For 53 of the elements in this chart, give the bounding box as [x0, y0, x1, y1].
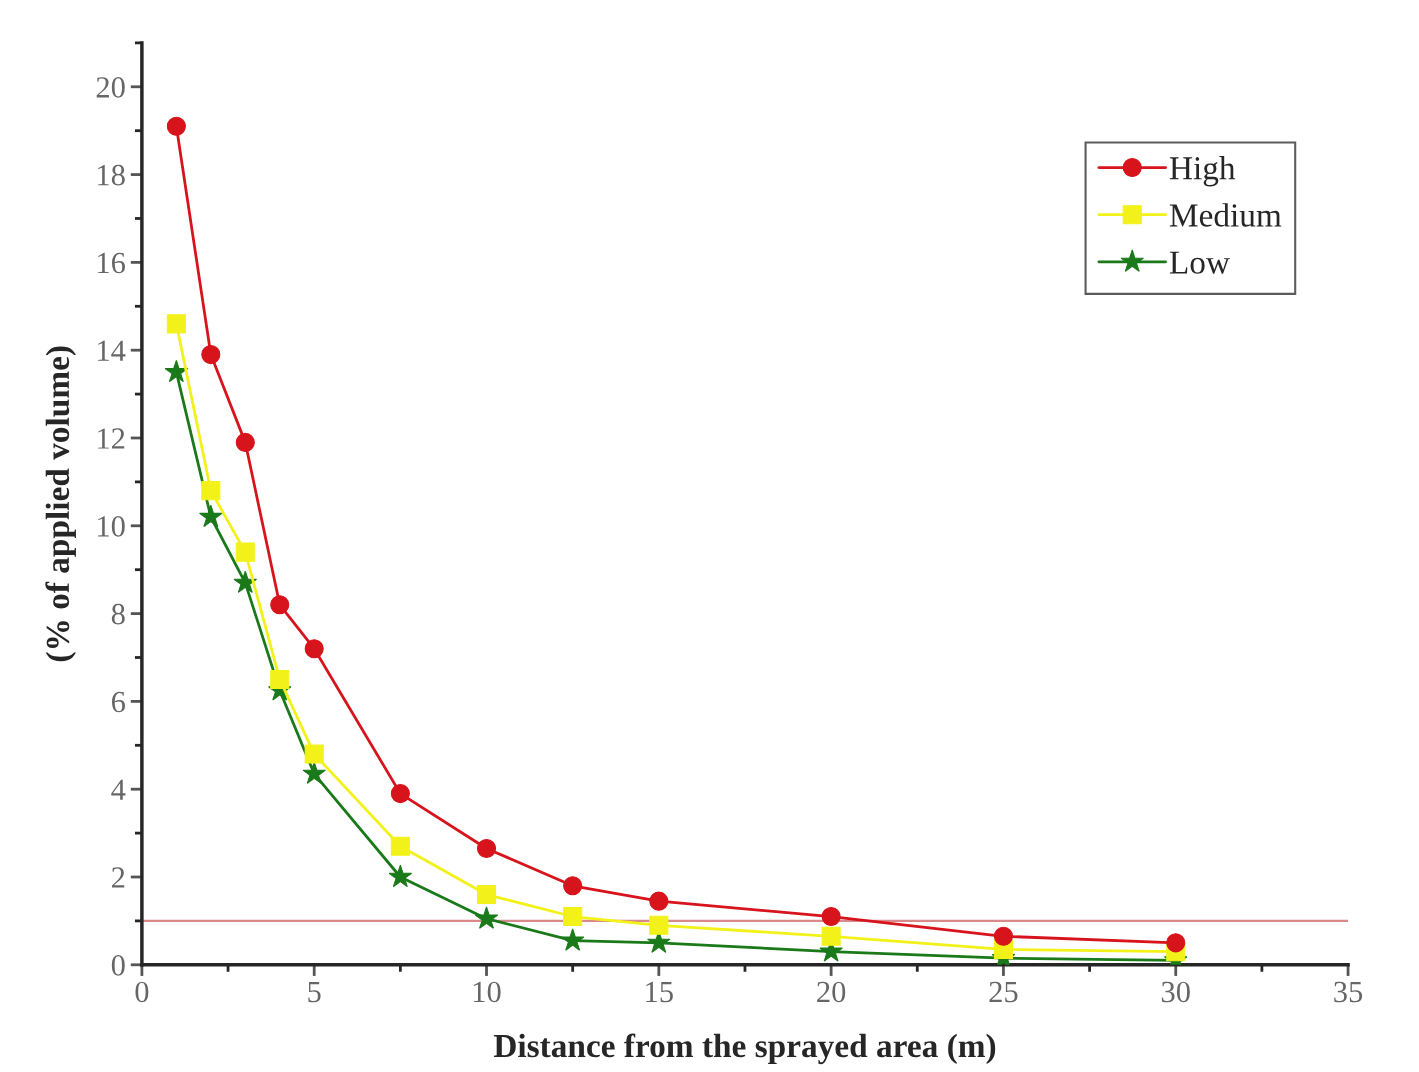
legend-label: Medium: [1169, 203, 1282, 227]
y-tick-label: 18: [98, 164, 125, 186]
point: [233, 570, 258, 593]
point: [821, 926, 841, 946]
y-tick-label: 12: [98, 428, 125, 449]
point: [302, 761, 326, 784]
point: [993, 926, 1013, 946]
point: [304, 639, 324, 659]
y-tick-label: 14: [98, 340, 126, 361]
y-tick-label: 4: [111, 779, 126, 800]
y-tick-label: 10: [98, 516, 125, 537]
point: [474, 906, 499, 929]
point: [390, 836, 410, 856]
point: [270, 595, 290, 615]
x-axis-title: Distance from the sprayed area (m): [493, 1033, 996, 1065]
point: [649, 891, 669, 911]
point: [166, 116, 186, 136]
y-tick-label: 20: [96, 77, 125, 98]
point: [1166, 933, 1186, 953]
y-tick-label: 16: [98, 252, 126, 274]
point: [201, 345, 221, 365]
y-tick-label: 6: [111, 691, 126, 713]
y-tick-label: 2: [111, 867, 125, 888]
y-tick-label: 8: [111, 603, 125, 625]
x-tick-label: 20: [817, 981, 846, 1003]
point: [270, 669, 290, 689]
x-tick-label: 15: [646, 981, 673, 1003]
legend-label: Low: [1169, 251, 1230, 274]
point: [390, 784, 410, 804]
x-tick-label: 25: [989, 981, 1018, 1003]
point: [235, 542, 255, 562]
x-tick-label: 0: [135, 981, 149, 1003]
y-axis-title: (% of applied volume): [45, 346, 76, 662]
point: [476, 885, 497, 905]
legend-label: High: [1169, 156, 1236, 187]
point: [201, 481, 221, 501]
point: [164, 359, 189, 383]
x-tick-label: 5: [308, 981, 321, 1003]
point: [563, 906, 583, 927]
point: [476, 838, 497, 859]
point: [821, 906, 841, 927]
point: [563, 876, 583, 896]
point: [166, 314, 186, 334]
y-tick-label: 0: [111, 955, 125, 976]
point: [388, 864, 413, 888]
x-tick-label: 30: [1161, 981, 1190, 1003]
point: [199, 504, 223, 528]
point: [235, 432, 255, 452]
x-tick-label: 35: [1334, 981, 1363, 1003]
point: [649, 915, 669, 935]
x-tick-label: 10: [473, 981, 501, 1003]
point: [560, 928, 585, 951]
point: [304, 744, 324, 764]
